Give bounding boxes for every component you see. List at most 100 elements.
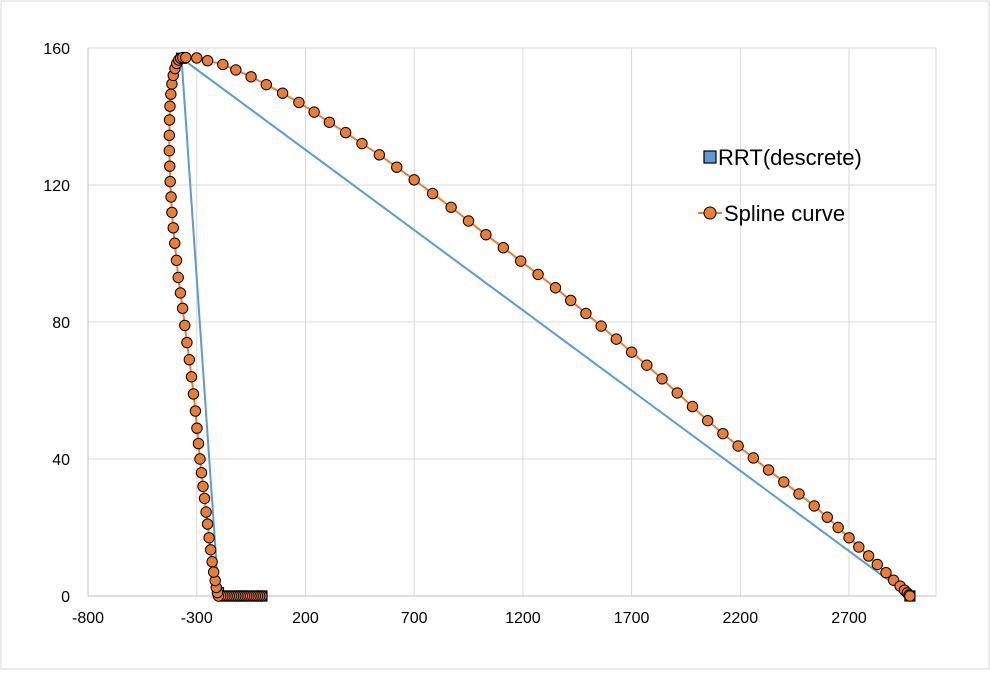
spline-point-marker [201,518,214,530]
spline-point-marker [408,174,420,186]
y-tick-label: 120 [43,178,70,195]
spline-point-marker [170,254,183,267]
spline-point-marker [172,271,184,284]
x-tick-label: 1200 [505,610,541,627]
series-layer [163,51,916,602]
spline-point-marker [717,427,729,440]
axes: -800 -300 200 700 1200 1700 2200 2700 0 40 80 120 16… [43,41,936,627]
spline-point-marker [245,71,257,83]
spline-point-marker [339,126,352,139]
spline-point-marker [260,78,272,91]
spline-point-marker [656,373,668,385]
spline-point-marker [179,319,191,332]
x-tick-label: 200 [292,610,319,627]
spline-point-marker [595,320,607,332]
y-tick-label: 80 [52,315,70,332]
x-tick-label: 700 [401,610,428,627]
spline-point-marker [532,268,544,281]
spline-point-marker [580,307,592,320]
spline-point-marker [641,359,653,371]
spline-point-marker [174,287,187,299]
spline-point-marker [880,567,892,579]
spline-point-marker [185,371,198,383]
spline-point-marker [192,437,205,450]
spline-point-marker [480,228,492,241]
legend-rrt-marker [703,150,717,164]
spline-point-marker [853,541,865,553]
y-tick-label: 0 [61,589,70,606]
legend-rrt-label: RRT(descrete) [718,145,862,170]
spline-point-marker [356,137,368,150]
spline-point-marker [686,400,699,413]
spline-point-marker [671,387,683,399]
spline-point-marker [293,96,305,109]
legend-spline-marker [703,206,717,220]
spline-point-marker [549,282,562,294]
spline-point-marker [462,215,475,227]
x-tick-label: 2700 [831,610,867,627]
spline-point-marker [514,255,527,267]
spline-point-marker [373,149,386,161]
y-tick-label: 160 [43,41,70,58]
spline-point-marker [183,353,196,366]
spline-point-marker [197,480,209,493]
spline-point-marker [200,506,212,518]
spline-point-marker [165,191,177,203]
spline-point-marker [164,175,176,188]
x-tick-label: 2200 [723,610,759,627]
spline-point-marker [163,129,176,142]
spline-point-marker [625,346,638,358]
spline-point-marker [163,145,176,157]
spline-point-marker [323,116,336,129]
spline-point-marker [181,336,193,349]
spline-point-marker [701,414,714,427]
spline-point-marker [821,511,833,523]
spline-point-marker [165,88,177,100]
spline-point-marker [204,544,217,556]
spline-point-marker [732,440,744,452]
legend-spline-label: Spline curve [724,201,845,226]
spline-point-marker [164,100,176,112]
spline-point-marker [230,64,242,76]
spline-point-marker [206,556,218,568]
spline-point-marker [793,488,805,500]
legend: RRT(descrete) Spline curve [698,145,862,226]
spline-point-marker [276,87,289,99]
spline-point-marker [778,476,790,488]
spline-point-marker [194,453,206,465]
spline-point-marker [187,388,200,400]
spline-point-marker [391,161,403,173]
spline-point-marker [904,590,916,602]
spline-point-marker [871,558,883,571]
spline-point-marker [169,237,181,249]
spline-point-marker [565,294,577,307]
spline-point-marker [445,201,457,213]
spline-point-marker [167,222,179,234]
spline-point-marker [843,532,855,544]
spline-point-marker [308,106,320,118]
spline-point-marker [762,464,775,476]
spline-point-marker [163,114,176,126]
spline-point-marker [610,333,623,345]
spline-point-marker [862,550,875,562]
spline-point-marker [747,452,760,464]
spline-point-marker [808,500,820,512]
spline-point-marker [201,54,214,67]
spline-point-marker [191,422,203,434]
spline-point-marker [195,467,208,479]
spline-point-marker [191,52,203,64]
spline-point-marker [189,405,202,417]
x-tick-label: -800 [72,610,104,627]
x-tick-label: 1700 [614,610,650,627]
spline-point-marker [164,160,176,172]
spline-point-marker [203,532,215,544]
spline-point-marker [198,492,211,505]
y-tick-label: 40 [52,452,70,469]
spline-point-marker [207,566,220,578]
spline-point-marker [176,302,189,314]
spline-point-marker [426,187,439,200]
spline-point-marker [832,521,844,534]
x-tick-label: -300 [181,610,213,627]
spline-point-marker [166,206,178,219]
